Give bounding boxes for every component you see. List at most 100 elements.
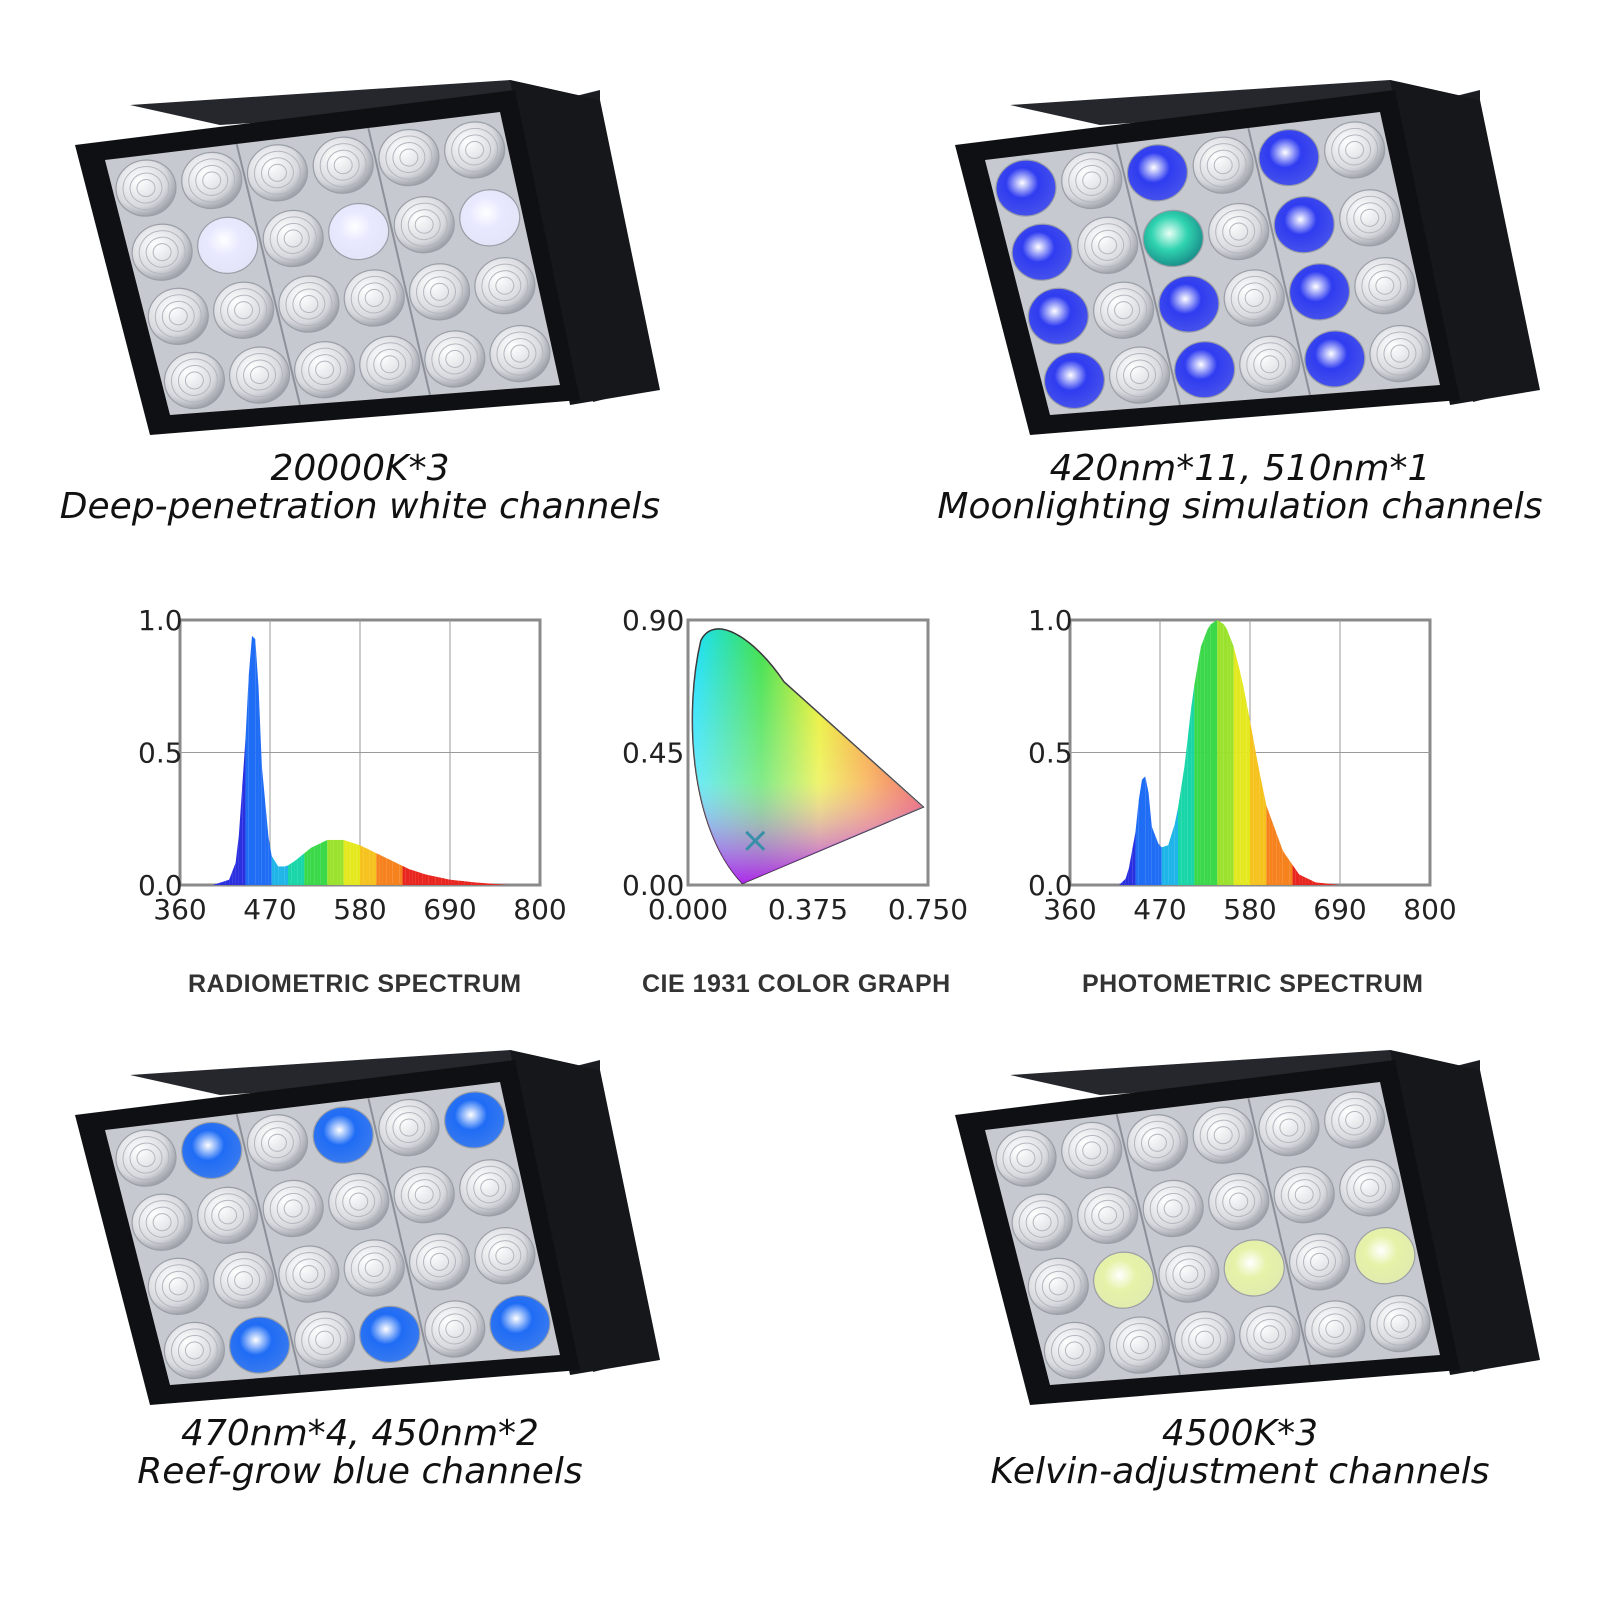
spectrum-band	[1220, 622, 1224, 885]
spectrum-band	[1171, 824, 1175, 885]
x-tick-label: 690	[1313, 893, 1366, 926]
led-lens	[1258, 128, 1320, 187]
spectrum-band	[238, 786, 243, 885]
spectrum-band	[373, 851, 377, 885]
led-lens	[147, 1257, 209, 1315]
led-lens	[1354, 257, 1416, 315]
led-lens	[408, 1233, 471, 1291]
spectrum-band	[1253, 738, 1257, 885]
spectrum-band	[320, 841, 324, 885]
spectrum-band	[216, 882, 220, 885]
led-lens	[1158, 275, 1220, 333]
spectrum-band	[1227, 629, 1231, 885]
spectrum-band	[324, 839, 328, 885]
led-lens	[424, 330, 486, 388]
module-divider	[367, 127, 431, 396]
caption-moon-spec: 420nm*11, 510nm*1	[1049, 448, 1431, 489]
led-lens	[197, 1186, 259, 1244]
led-lens	[163, 1321, 225, 1380]
module-divider	[235, 1113, 301, 1376]
spectrum-band	[1155, 835, 1159, 885]
spectrum-band	[1217, 620, 1221, 885]
spectrum-band	[376, 853, 380, 885]
x-tick-label: 470	[1133, 893, 1186, 926]
spectrum-band	[448, 879, 452, 885]
heatsink-fins	[1010, 80, 1540, 405]
photometric-title: PHOTOMETRIC SPECTRUM	[1082, 970, 1424, 998]
spectrum-band	[1236, 659, 1241, 885]
x-tick-label: 580	[1223, 893, 1276, 926]
spectrum-band	[409, 869, 413, 885]
spectrum-band	[412, 870, 416, 885]
spectrum-band	[330, 839, 334, 885]
spectrum-band	[1148, 792, 1152, 885]
spectrum-band	[399, 864, 403, 885]
led-lens	[1288, 263, 1351, 321]
led-lens	[444, 1091, 506, 1149]
y-tick-label: 1.0	[138, 604, 183, 637]
lens-array	[115, 121, 551, 410]
spectrum-band	[497, 884, 501, 885]
y-tick-label: 1.0	[1028, 604, 1073, 637]
spectrum-band	[1240, 671, 1244, 885]
led-lens	[1304, 1300, 1366, 1358]
spectrum-band	[1204, 629, 1208, 885]
spectrum-band	[314, 844, 318, 885]
caption-white-spec: 20000K*3	[270, 448, 450, 489]
spectrum-band	[229, 871, 233, 885]
led-lens	[1208, 202, 1270, 261]
spectrum-band	[484, 883, 488, 885]
spectrum-band	[389, 859, 393, 885]
x-tick-label: 470	[243, 893, 296, 926]
spectrum-band	[1246, 703, 1250, 885]
led-lens	[278, 1245, 340, 1303]
x-tick-label: 800	[513, 893, 566, 926]
radiometric-spectrum-plot: 360 470 580 690 800 0.0 0.5 1.0	[138, 604, 567, 926]
y-tick-label: 0.00	[622, 869, 684, 902]
led-lens	[1043, 1321, 1105, 1380]
led-lens	[1339, 1159, 1401, 1217]
led-lens	[228, 346, 291, 404]
spectrum-band	[337, 839, 341, 885]
spectrum-band	[471, 881, 475, 885]
led-lens	[1324, 121, 1386, 179]
led-lens	[393, 1166, 455, 1224]
spectrum-band	[422, 873, 426, 885]
caption-kelvin-spec: 4500K*3	[1161, 1413, 1319, 1454]
spectrum-band	[392, 861, 396, 885]
led-lens	[1043, 351, 1105, 410]
spectrum-band	[1233, 646, 1237, 885]
x-tick-label: 690	[423, 893, 476, 926]
spectrum-band	[1187, 708, 1192, 885]
spectrum-band	[327, 839, 331, 885]
led-lens	[1061, 151, 1123, 210]
radiometric-chart: 360 470 580 690 800 0.0 0.5 1.0	[130, 604, 590, 944]
spectrum-band	[1214, 620, 1218, 885]
led-lens	[262, 1179, 324, 1238]
led-lens	[424, 1300, 486, 1358]
x-tick-label: 360	[1043, 893, 1096, 926]
led-lens	[1108, 1316, 1171, 1374]
led-lens	[1369, 1294, 1431, 1353]
spectrum-band	[255, 639, 259, 885]
spectrum-band	[219, 881, 223, 885]
spectrum-band	[284, 865, 288, 885]
caption-white-desc: Deep-penetration white channels	[59, 486, 661, 527]
spectrum-band	[468, 881, 472, 885]
spectrum-band	[360, 845, 364, 885]
led-lens	[228, 1316, 291, 1374]
lens-array	[995, 1091, 1431, 1380]
spectrum-band	[441, 877, 446, 885]
spectrum-band	[1292, 864, 1296, 885]
spectrum-band	[242, 739, 246, 885]
fixture-white	[60, 60, 660, 440]
led-lens	[1369, 324, 1431, 383]
spectrum-band	[366, 848, 370, 885]
spectrum-band	[461, 880, 465, 885]
lens-array	[115, 1091, 551, 1380]
led-lens	[1011, 223, 1073, 281]
heatsink-fins	[130, 80, 660, 405]
spectrum-band	[1331, 884, 1336, 885]
led-lens	[1324, 1091, 1386, 1149]
spectrum-band	[1168, 834, 1172, 885]
